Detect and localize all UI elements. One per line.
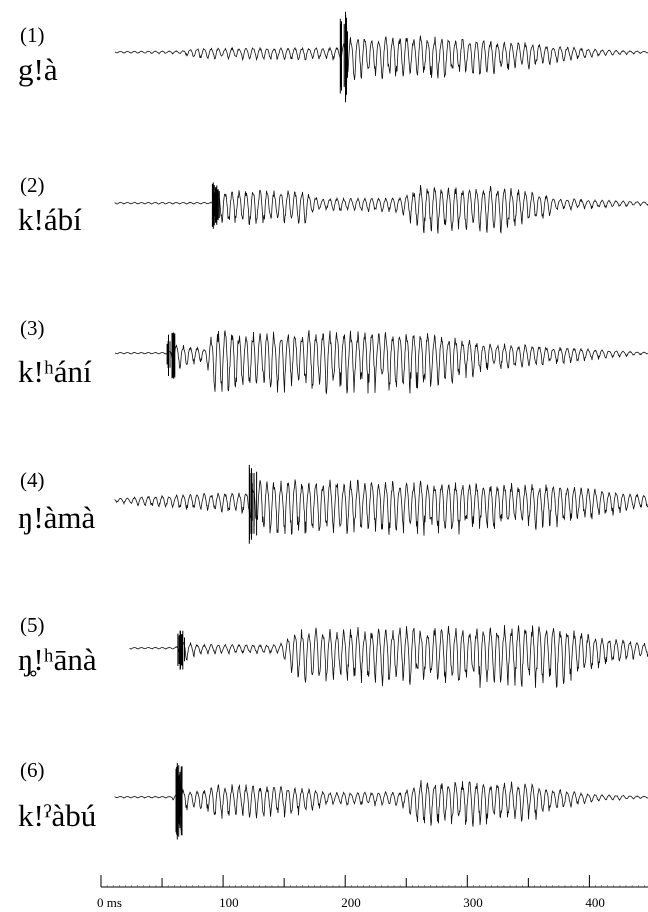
waveform xyxy=(129,624,648,689)
tick-label: 400 xyxy=(585,895,605,910)
row-number: (3) xyxy=(20,316,45,340)
tick-label: 100 xyxy=(219,895,239,910)
burst xyxy=(248,464,258,544)
waveform xyxy=(114,184,648,234)
row-word: k!ʰání xyxy=(18,354,92,389)
row-number: (1) xyxy=(20,23,45,47)
burst xyxy=(166,332,176,379)
waveform xyxy=(114,35,648,80)
row-word: k!ˀàbú xyxy=(18,798,96,833)
burst xyxy=(177,630,185,670)
row-number: (5) xyxy=(20,613,45,637)
row-word: k!ábí xyxy=(18,202,82,237)
tick-label: 300 xyxy=(463,895,483,910)
tick-label: 200 xyxy=(341,895,361,910)
row-word: ŋ!àmà xyxy=(18,500,96,535)
row-word: g!à xyxy=(18,52,58,87)
row-number: (2) xyxy=(20,173,45,197)
burst xyxy=(175,763,183,840)
waveform xyxy=(114,330,648,395)
row-number: (6) xyxy=(20,758,45,782)
tick-label: 0 ms xyxy=(97,895,122,910)
row-number: (4) xyxy=(20,468,45,492)
waveform xyxy=(114,479,648,536)
row-word: ŋ̥!ʰānà xyxy=(18,642,97,678)
waveform xyxy=(114,780,648,827)
burst xyxy=(339,11,348,103)
burst xyxy=(211,182,220,229)
